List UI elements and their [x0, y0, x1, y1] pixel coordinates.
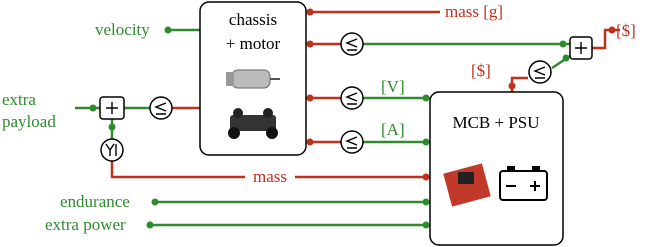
- input-label: extra: [2, 90, 36, 109]
- node-label: MCB + PSU: [452, 113, 539, 132]
- input-label: extra power: [45, 215, 126, 234]
- input-label: payload: [2, 112, 56, 131]
- edge-label: mass: [253, 167, 287, 186]
- edge-label: [A]: [381, 120, 405, 139]
- edge-label: [$]: [471, 61, 491, 80]
- node-label: chassis: [229, 10, 277, 29]
- node-label: + motor: [226, 34, 281, 53]
- input-label: velocity: [95, 20, 150, 39]
- input-label: endurance: [60, 192, 130, 211]
- edge-label: [V]: [381, 77, 405, 96]
- edge-label: mass [g]: [445, 2, 503, 21]
- diagram: velocity extra payload endurance extra p…: [0, 0, 652, 247]
- edge-label: [$]: [616, 21, 636, 40]
- battery-icon: [500, 166, 547, 200]
